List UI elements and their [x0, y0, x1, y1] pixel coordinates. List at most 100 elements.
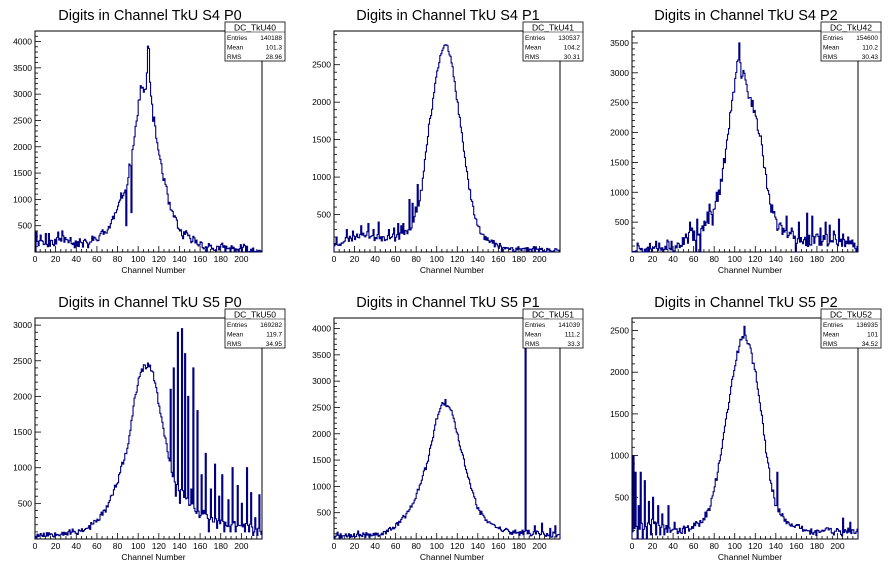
y-tick-label: 1500 [610, 409, 629, 419]
y-tick-label: 2500 [312, 402, 331, 412]
y-tick-label: 1000 [13, 194, 32, 204]
y-tick-label: 2000 [312, 429, 331, 439]
plot-frame [333, 30, 561, 253]
histogram-panel-4: Digits in Channel TkU S5 P1 0 20 40 60 80 100 1… [312, 295, 584, 562]
stats-value: 30.43 [862, 54, 879, 61]
y-tick-label: 2500 [610, 98, 629, 108]
x-tick-label: 180 [810, 254, 824, 264]
x-tick-label: 200 [532, 254, 546, 264]
x-tick-label: 20 [648, 254, 658, 264]
histogram-panel-3: Digits in Channel TkU S5 P0 0 20 40 60 80 100 1… [13, 295, 286, 562]
stats-label: Entries [227, 322, 248, 329]
y-tick-label: 2500 [610, 326, 629, 336]
x-tick-label: 180 [512, 254, 526, 264]
stats-label: RMS [525, 54, 540, 61]
x-tick-label: 80 [709, 541, 719, 551]
histogram-line [631, 325, 859, 540]
stats-label: Mean [227, 45, 244, 52]
stats-name: DC_TkU52 [830, 310, 872, 320]
stats-value: 130537 [558, 35, 580, 42]
x-tick-label: 80 [113, 254, 123, 264]
y-tick-label: 500 [615, 492, 629, 502]
y-tick-label: 1500 [13, 168, 32, 178]
stats-name: DC_TkU40 [234, 23, 276, 33]
stats-label: RMS [823, 341, 838, 348]
stats-value: 30.31 [564, 54, 581, 61]
x-tick-label: 120 [450, 541, 464, 551]
x-tick-label: 100 [728, 541, 742, 551]
x-tick-label: 200 [532, 541, 546, 551]
stats-value: 111.2 [565, 332, 581, 339]
stats-value: 101 [867, 332, 878, 339]
stats-box-frame [820, 308, 882, 349]
y-tick-label: 500 [18, 498, 32, 508]
histogram-line [35, 45, 263, 253]
plot-frame [34, 30, 263, 253]
x-tick-label: 120 [152, 541, 166, 551]
stats-label: Mean [525, 332, 542, 339]
stats-value: 34.52 [862, 341, 879, 348]
x-axis-label: Channel Number [121, 552, 185, 562]
x-tick-label: 80 [411, 254, 421, 264]
stats-label: Mean [823, 332, 840, 339]
x-tick-label: 140 [769, 254, 783, 264]
x-tick-label: 200 [830, 541, 844, 551]
y-tick-label: 1500 [312, 135, 331, 145]
panel-title: Digits in Channel TkU S4 P2 [654, 8, 838, 24]
panel-title: Digits in Channel TkU S5 P2 [654, 295, 838, 311]
y-tick-label: 1000 [312, 481, 331, 491]
x-tick-label: 20 [51, 541, 61, 551]
stats-label: Mean [227, 332, 244, 339]
x-tick-label: 40 [72, 254, 82, 264]
stats-box: DC_TkU41 Entries 130537 Mean 104.2 RMS 30.31 [522, 21, 584, 62]
stats-label: RMS [227, 54, 242, 61]
x-tick-label: 120 [450, 254, 464, 264]
x-tick-label: 80 [411, 541, 421, 551]
y-tick-label: 2000 [13, 391, 32, 401]
x-axis-label: Channel Number [718, 265, 782, 275]
x-tick-label: 60 [689, 541, 699, 551]
y-tick-label: 1500 [610, 157, 629, 167]
x-tick-label: 0 [630, 254, 635, 264]
stats-value: 154600 [856, 35, 878, 42]
stats-value: 110.2 [862, 45, 878, 52]
x-tick-label: 200 [234, 254, 248, 264]
x-tick-label: 140 [172, 541, 186, 551]
x-tick-label: 160 [491, 254, 505, 264]
stats-value: 169282 [260, 322, 282, 329]
x-tick-label: 180 [512, 541, 526, 551]
stats-name: DC_TkU42 [830, 23, 872, 33]
stats-box: DC_TkU40 Entries 140188 Mean 101.3 RMS 28.96 [224, 21, 286, 62]
x-tick-label: 160 [193, 541, 207, 551]
stats-box: DC_TkU52 Entries 136935 Mean 101 RMS 34.52 [820, 308, 882, 349]
y-tick-label: 1000 [610, 187, 629, 197]
y-tick-label: 2000 [13, 142, 32, 152]
histogram-line [333, 44, 560, 253]
x-tick-label: 180 [214, 541, 228, 551]
x-tick-label: 20 [648, 541, 658, 551]
x-axis-label: Channel Number [420, 552, 484, 562]
stats-box-frame [522, 21, 584, 62]
stats-label: Entries [823, 322, 844, 329]
stats-value: 101.3 [266, 45, 283, 52]
x-tick-label: 40 [72, 541, 82, 551]
y-tick-label: 2500 [13, 356, 32, 366]
x-tick-label: 200 [830, 254, 844, 264]
y-tick-label: 2500 [312, 60, 331, 70]
stats-name: DC_TkU50 [234, 310, 276, 320]
panel-title: Digits in Channel TkU S5 P0 [58, 295, 242, 311]
x-tick-label: 120 [152, 254, 166, 264]
x-tick-label: 40 [370, 254, 380, 264]
stats-value: 33.3 [567, 341, 580, 348]
stats-label: Entries [823, 35, 844, 42]
y-tick-label: 1000 [610, 451, 629, 461]
y-tick-label: 3000 [13, 320, 32, 330]
x-tick-label: 180 [214, 254, 228, 264]
x-tick-label: 0 [630, 541, 635, 551]
x-tick-label: 160 [193, 254, 207, 264]
stats-label: RMS [227, 341, 242, 348]
histogram-line [632, 42, 859, 253]
stats-value: 119.7 [266, 332, 282, 339]
x-tick-label: 60 [689, 254, 699, 264]
y-tick-label: 500 [317, 210, 331, 220]
